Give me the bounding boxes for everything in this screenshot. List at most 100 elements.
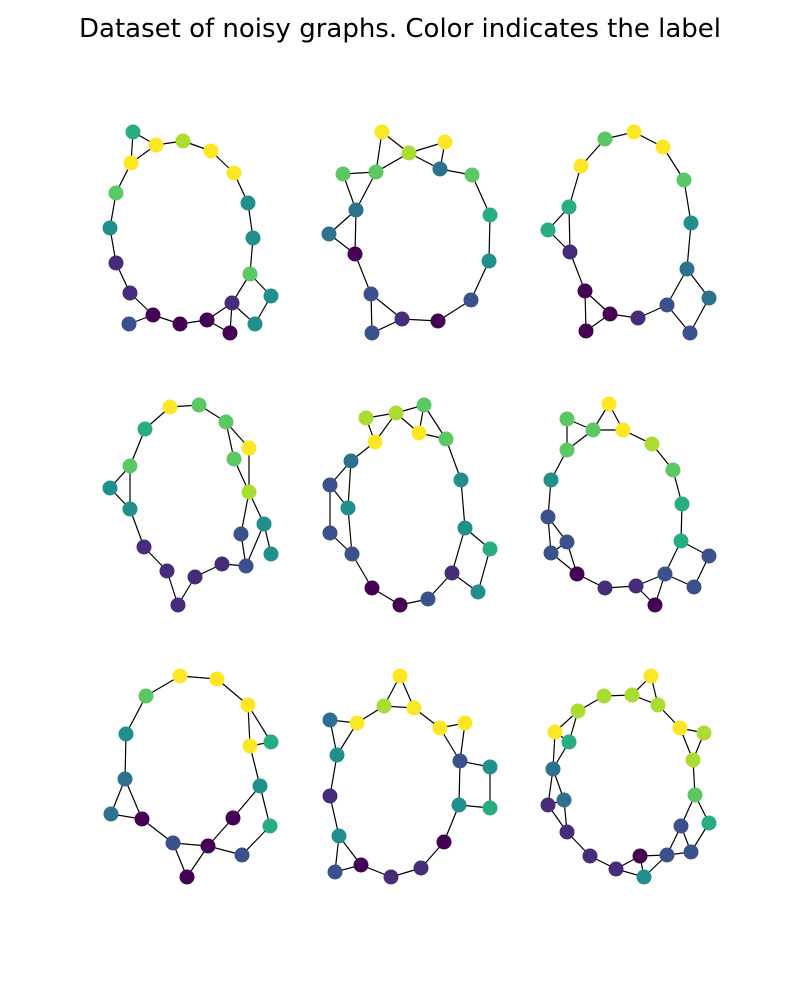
graph-node: [569, 566, 585, 582]
graph-node: [241, 440, 257, 456]
graph-node: [665, 462, 681, 478]
graph-node: [416, 397, 432, 413]
graph-node: [136, 539, 152, 555]
graph-node: [687, 787, 703, 803]
graph-edge: [124, 733, 127, 780]
graph-node: [457, 715, 473, 731]
graph-node: [242, 738, 258, 754]
graph-node: [573, 158, 589, 174]
graph-node: [222, 325, 238, 341]
graph-node: [364, 325, 380, 341]
graph-node: [659, 297, 675, 313]
graph-node: [597, 580, 613, 596]
graph-node: [643, 668, 659, 684]
graph-node: [226, 165, 242, 181]
graph-node: [329, 747, 345, 763]
graph-node: [543, 545, 559, 561]
graph-node: [245, 230, 261, 246]
graph-node: [597, 131, 613, 147]
graph-node: [647, 597, 663, 613]
graph-node: [481, 253, 497, 269]
graph-node: [457, 520, 473, 536]
graph-node: [209, 671, 225, 687]
graph-node: [540, 222, 556, 238]
graph-node: [482, 800, 498, 816]
graph-node: [122, 458, 138, 474]
graph-node: [626, 124, 642, 140]
graph-node: [482, 541, 498, 557]
graph-node: [392, 597, 408, 613]
graph-node: [682, 325, 698, 341]
graph-node: [659, 847, 675, 863]
graph-node: [463, 292, 479, 308]
graph-node: [406, 700, 422, 716]
graph-node: [364, 580, 380, 596]
graph-node: [676, 172, 692, 188]
graph-node: [122, 501, 138, 517]
graph-edge: [347, 507, 353, 555]
graph-node: [482, 759, 498, 775]
graph-node: [683, 844, 699, 860]
graph-node: [322, 788, 338, 804]
graph-node: [262, 818, 278, 834]
graph-node: [125, 124, 141, 140]
graph-edge: [460, 479, 466, 529]
graph-node: [344, 546, 360, 562]
graph-node: [540, 797, 556, 813]
graph-node: [234, 847, 250, 863]
graph-node: [436, 834, 452, 850]
graph-node: [559, 534, 575, 550]
graph-9: [540, 668, 717, 885]
graph-node: [582, 848, 598, 864]
graph-node: [165, 835, 181, 851]
graph-node: [559, 442, 575, 458]
graph-8: [322, 668, 498, 885]
graph-node: [137, 421, 153, 437]
graph-node: [348, 202, 364, 218]
graph-node: [630, 310, 646, 326]
graph-node: [701, 548, 717, 564]
graph-4: [102, 397, 279, 613]
graph-node: [263, 546, 279, 562]
graph-node: [556, 792, 572, 808]
graph-node: [420, 591, 436, 607]
graph-node: [601, 396, 617, 412]
graph-node: [159, 563, 175, 579]
graph-node: [394, 311, 410, 327]
graph-node: [561, 734, 577, 750]
graph-node: [187, 569, 203, 585]
graph-node: [256, 516, 272, 532]
graph-node: [240, 697, 256, 713]
graph-node: [392, 668, 408, 684]
graph-node: [347, 246, 363, 262]
graph-node: [411, 425, 427, 441]
graph-node: [138, 688, 154, 704]
graph-node: [374, 124, 390, 140]
graph-node: [470, 584, 486, 600]
graph-node: [674, 496, 690, 512]
graph-node: [240, 195, 256, 211]
graph-node: [225, 810, 241, 826]
graph-node: [247, 316, 263, 332]
graph-node: [570, 703, 586, 719]
graph-node: [340, 500, 356, 516]
graph-node: [343, 453, 359, 469]
graph-node: [108, 185, 124, 201]
graph-node: [102, 480, 118, 496]
graph-node: [172, 668, 188, 684]
graph-node: [214, 556, 230, 572]
graph-node: [673, 818, 689, 834]
graph-node: [657, 566, 673, 582]
graph-node: [108, 255, 124, 271]
graph-node: [162, 399, 178, 415]
graph-node: [226, 451, 242, 467]
graph-node: [388, 405, 404, 421]
graph-node: [438, 431, 454, 447]
graph-node: [578, 323, 594, 339]
graph-node: [685, 752, 701, 768]
graph-7: [103, 668, 279, 885]
graph-2: [321, 124, 498, 341]
graph-edge: [347, 460, 352, 509]
graph-node: [636, 869, 652, 885]
